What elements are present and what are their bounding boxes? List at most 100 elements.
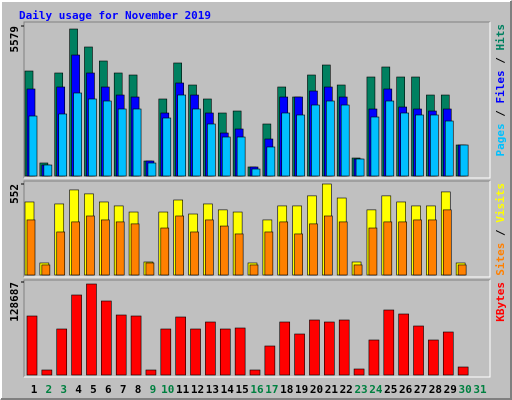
x-tick-label: 3 [60,383,67,396]
x-tick-label: 26 [399,383,413,396]
x-tick-label: 1 [31,383,38,396]
legend-entry: Files [494,70,507,103]
bar [309,223,318,276]
x-tick-label: 25 [384,383,397,396]
bar [71,221,80,276]
bar [130,315,142,376]
bar [43,164,53,177]
bar [324,215,333,276]
x-tick-label: 10 [161,383,174,396]
x-tick-label: 12 [191,383,204,396]
x-tick-label: 16 [250,383,264,396]
bar [234,233,244,276]
bar [26,219,36,276]
y-tick-label: 552 [8,184,21,204]
x-tick-label: 4 [75,383,82,396]
bar [264,231,274,276]
y-tick-label: 128687 [8,282,21,322]
bar [370,116,380,177]
bar [368,227,378,276]
legend-entry: Visits [494,183,507,223]
bar [88,98,97,177]
bar [355,158,365,177]
bar [219,225,229,276]
bar [338,221,348,276]
bar [279,221,289,276]
bar [266,146,276,177]
bar [190,231,199,276]
panel-border-light [24,280,491,378]
bar [56,328,68,376]
bar [205,321,216,376]
bar [281,112,291,177]
x-tick-label: 6 [105,383,112,396]
bar [413,325,424,376]
bar [457,264,467,276]
bar [86,215,95,276]
bar [400,112,409,177]
legend-entry: Pages [494,123,507,156]
bar [309,319,320,376]
legend: Sites / Visits [494,183,507,276]
x-tick-label: 22 [340,383,353,396]
bar [234,327,246,376]
bar [428,339,439,376]
x-tick-label: 2 [46,383,53,396]
bar [251,168,261,177]
bar [101,300,112,376]
x-tick-label: 29 [444,383,457,396]
x-tick-label: 27 [414,383,427,396]
bar [249,369,261,376]
bar [160,227,170,276]
x-tick-label: 19 [295,383,308,396]
legend-entry: Sites [494,243,507,276]
bar [56,231,66,276]
chart-title: Daily usage for November 2019 [19,9,211,22]
bar [115,314,127,376]
x-tick-label: 24 [369,383,383,396]
bar [340,104,350,177]
bar [219,328,231,376]
legend-entry: KBytes [494,282,507,322]
bar [353,264,363,276]
legend-separator: / [494,51,507,71]
bar [459,144,469,177]
bar [28,115,38,177]
bar [130,223,140,276]
bar [41,369,53,376]
x-tick-label: 31 [473,383,487,396]
bar [145,369,157,376]
bar [294,333,305,376]
bar [296,114,305,177]
x-tick-label: 8 [135,383,142,396]
bar [73,92,82,177]
legend: KBytes [494,282,507,322]
bar [444,120,454,177]
bar [145,262,155,276]
bar [101,219,110,276]
x-tick-label: 18 [280,383,293,396]
bar [26,315,38,376]
panel-border-dark [23,21,490,178]
bar [264,345,276,376]
x-tick-label: 20 [310,383,323,396]
bar [41,264,51,276]
bar [324,321,335,376]
x-tick-label: 28 [429,383,442,396]
x-tick-label: 13 [206,383,219,396]
bar [383,309,395,376]
bar [385,100,395,177]
bar [338,319,350,376]
x-tick-label: 23 [354,383,367,396]
x-tick-label: 15 [236,383,249,396]
bar [205,219,214,276]
bar [428,219,437,276]
x-tick-label: 9 [150,383,157,396]
bar [457,366,469,376]
panel-border-dark [23,279,490,377]
bar [415,114,424,177]
legend-separator: / [494,104,507,124]
